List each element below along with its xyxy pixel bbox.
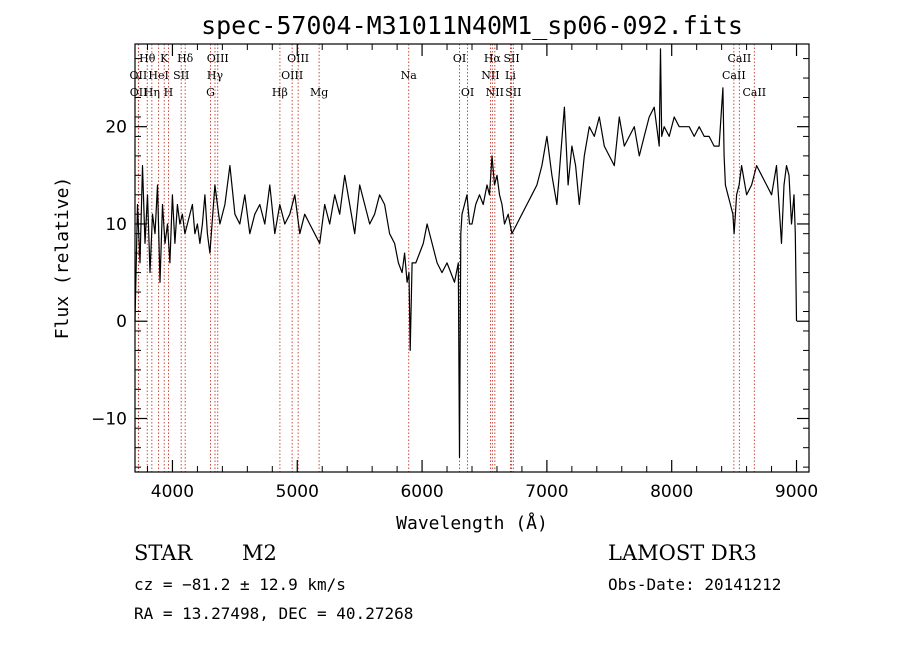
obs-date: Obs-Date: 20141212: [608, 575, 781, 594]
plot-frame: [134, 43, 810, 473]
x-axis: 4000 5000 6000 7000 8000 9000: [146, 44, 818, 502]
line-label-16: Li: [505, 69, 516, 82]
x-axis-label: Wavelength (Å): [396, 512, 548, 534]
line-label-12: Hγ: [207, 69, 224, 82]
line-label-27: CaII: [742, 86, 766, 99]
line-label-24: OI: [461, 86, 474, 99]
y-tick-label-1: 0: [116, 312, 127, 332]
line-label-14: Na: [401, 69, 418, 82]
line-label-17: CaII: [722, 69, 746, 82]
line-label-8: CaII: [728, 52, 752, 65]
line-label-25: NII: [486, 86, 504, 99]
line-label-20: H: [164, 86, 174, 99]
emission-line-markers: [137, 44, 755, 472]
line-label-22: Hβ: [272, 86, 288, 99]
line-label-19: Hη: [144, 86, 160, 99]
line-label-9: OII: [130, 69, 148, 82]
chart-title: spec-57004-M31011N40M1_sp06-092.fits: [201, 11, 743, 40]
line-label-13: OIII: [281, 69, 303, 82]
x-tick-label-0: 4000: [151, 482, 194, 502]
cz-value: cz = −81.2 ± 12.9 km/s: [134, 575, 346, 594]
line-label-6: Hα: [484, 52, 502, 65]
line-label-15: NII: [481, 69, 499, 82]
line-label-23: Mg: [310, 86, 328, 99]
coordinates: RA = 13.27498, DEC = 40.27268: [134, 604, 413, 623]
line-label-10: HeI: [148, 69, 168, 82]
spectrum-line: [134, 48, 798, 458]
object-class: STAR: [134, 541, 193, 565]
line-label-18: OII: [130, 86, 148, 99]
x-tick-label-2: 6000: [400, 482, 443, 502]
line-label-11: SII: [173, 69, 189, 82]
x-tick-label-4: 8000: [650, 482, 693, 502]
line-label-7: SII: [503, 52, 519, 65]
y-tick-label-0: −10: [91, 410, 127, 430]
survey-name: LAMOST DR3: [608, 541, 757, 565]
x-tick-label-5: 9000: [775, 482, 818, 502]
y-axis-label: Flux (relative): [52, 177, 73, 340]
line-label-5: OI: [453, 52, 466, 65]
line-label-4: OIII: [287, 52, 309, 65]
y-axis: −10 0 10 20: [91, 58, 809, 468]
object-subclass: M2: [242, 541, 277, 565]
x-tick-label-1: 5000: [276, 482, 319, 502]
line-label-1: K: [160, 52, 169, 65]
y-tick-label-2: 10: [105, 215, 127, 235]
line-label-26: SII: [505, 86, 521, 99]
line-label-0: Hθ: [139, 52, 156, 65]
line-label-21: G: [206, 86, 215, 99]
line-label-3: OIII: [207, 52, 229, 65]
line-label-2: Hδ: [177, 52, 194, 65]
x-tick-label-3: 7000: [525, 482, 568, 502]
y-tick-label-3: 20: [105, 118, 127, 138]
